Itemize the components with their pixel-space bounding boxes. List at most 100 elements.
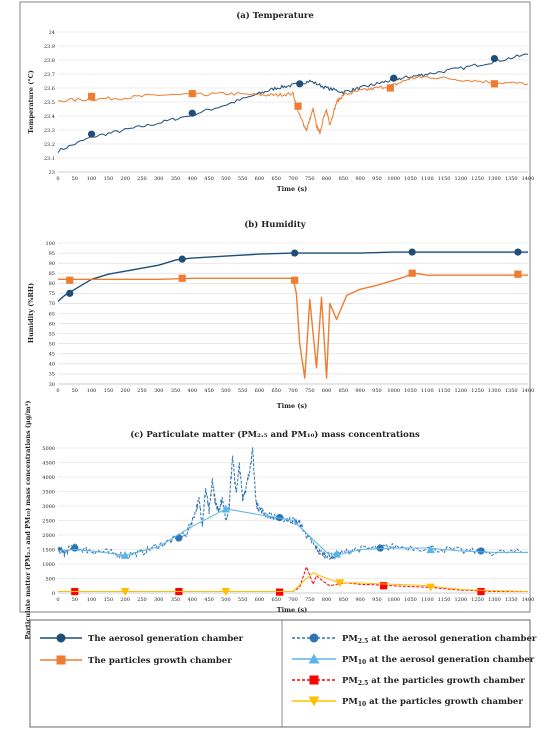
x-tick-label: 450 [204,597,214,603]
x-tick-label: 100 [87,176,97,182]
x-tick-label: 950 [372,597,382,603]
series-marker [66,276,74,284]
x-tick-label: 850 [339,388,349,394]
x-tick-label: 1400 [522,176,535,182]
x-tick-label: 650 [271,388,281,394]
legend-label: PM2.5 at the particles growth chamber [342,676,525,687]
series-line [58,566,528,592]
figure-frame [19,1,531,613]
y-tick-label: 1000 [42,562,55,568]
series-line [57,53,529,153]
y-tick-label: 23.1 [44,156,55,162]
x-tick-label: 1100 [421,597,434,603]
y-tick-label: 95 [49,251,55,257]
x-tick-label: 1200 [454,597,467,603]
x-tick-label: 600 [255,597,265,603]
x-tick-label: 250 [137,597,147,603]
y-tick-label: 2500 [42,518,55,524]
y-tick-label: 85 [49,271,55,277]
x-tick-label: 350 [171,597,181,603]
legend-marker [308,653,320,664]
x-tick-label: 450 [204,176,214,182]
series-marker [275,588,284,596]
x-tick-label: 1250 [471,176,484,182]
y-tick-label: 23.3 [44,128,55,134]
x-tick-label: 150 [104,388,114,394]
pm-series [57,447,529,596]
x-tick-label: 1200 [454,388,467,394]
x-tick-label: 1050 [404,176,417,182]
y-tick-label: 23 [49,170,55,176]
legend-marker [308,696,320,707]
x-tick-label: 250 [137,176,147,182]
pm-y-axis-label: Particulate matter (PM₂.₅ and PM₁₀) mass… [24,401,32,640]
x-tick-label: 900 [355,388,365,394]
y-tick-label: 23.8 [44,58,55,64]
legend-frame [29,619,531,728]
x-tick-label: 850 [339,176,349,182]
legend-items: The aerosol generation chamber The partic… [40,633,537,708]
x-tick-label: 0 [56,597,59,603]
x-tick-label: 550 [238,176,248,182]
legend: The aerosol generation chamber The partic… [29,619,537,728]
series-marker [221,587,231,596]
x-tick-label: 800 [322,388,332,394]
legend-marker [309,633,319,643]
y-tick-label: 60 [49,321,55,327]
x-tick-label: 1200 [454,176,467,182]
series-marker [175,534,183,542]
x-tick-label: 1350 [505,388,518,394]
y-tick-label: 80 [49,281,55,287]
legend-label: PM10 at the aerosol generation chamber [342,655,535,666]
y-tick-label: 1500 [42,547,55,553]
series-marker [296,80,304,88]
series-marker [87,92,96,100]
y-tick-label: 40 [49,362,55,368]
y-tick-label: 5000 [42,446,55,452]
x-tick-label: 1400 [522,388,535,394]
series-marker [408,248,416,256]
series-marker [376,544,384,552]
y-tick-label: 30 [49,382,55,388]
x-tick-label: 1150 [438,388,451,394]
x-tick-label: 50 [72,388,78,394]
series-marker [490,80,499,88]
series-marker [291,249,299,257]
series-marker [514,248,522,256]
x-tick-label: 750 [305,388,315,394]
humidity-y-axis-label: Humidity (%RH) [27,283,35,343]
y-tick-label: 50 [49,342,55,348]
series-marker [335,579,345,588]
x-tick-label: 500 [221,176,231,182]
x-tick-label: 1150 [438,597,451,603]
pm-ticks: 0500100015002000250030003500400045005000… [42,446,534,603]
humidity-x-axis-label: Time (s) [277,402,307,410]
y-tick-label: 23.6 [44,86,55,92]
x-tick-label: 1000 [387,597,400,603]
series-marker [71,544,79,552]
temperature-series [57,53,529,153]
series-marker [490,55,499,63]
temperature-ticks: 23 23.1 23.2 23.3 23.4 23.5 23.6 23.7 23.8 23.9 24… [44,30,535,182]
x-tick-label: 1300 [488,597,501,603]
y-tick-label: 23.2 [44,142,55,148]
x-tick-label: 350 [171,176,181,182]
pm-panel: (c) Particulate matter (PM₂.₅ and PM₁₀) … [24,401,534,640]
x-tick-label: 300 [154,388,164,394]
y-tick-label: 65 [49,311,55,317]
temperature-title: (a) Temperature [236,10,314,21]
y-tick-label: 3000 [42,504,55,510]
series-line [58,272,528,379]
x-tick-label: 50 [72,176,78,182]
x-tick-label: 550 [238,597,248,603]
x-tick-label: 150 [104,176,114,182]
series-line [58,572,529,592]
x-tick-label: 700 [288,597,298,603]
x-tick-label: 1350 [505,597,518,603]
x-tick-label: 400 [188,388,198,394]
x-tick-label: 1300 [488,388,501,394]
x-tick-label: 600 [255,388,265,394]
x-tick-label: 800 [322,597,332,603]
pm-x-axis-label: Time (s) [277,606,307,614]
